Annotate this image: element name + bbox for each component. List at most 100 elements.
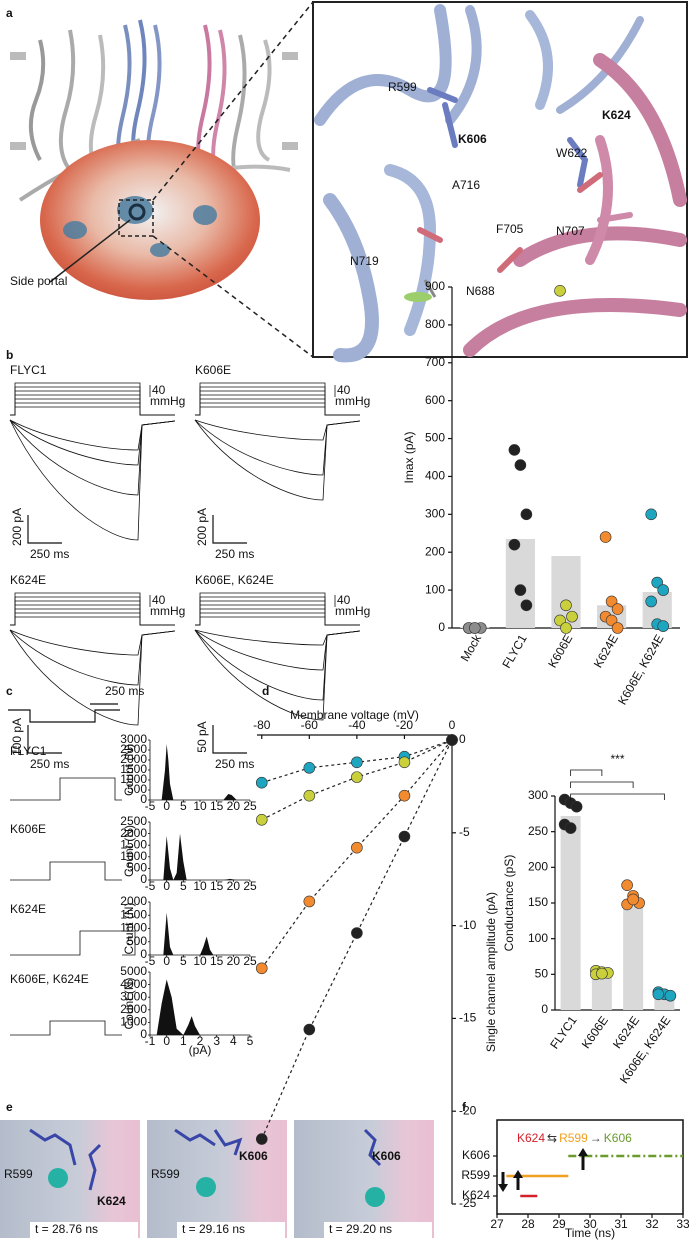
pointer-line bbox=[49, 219, 131, 283]
y-tick-label: 0 bbox=[459, 732, 466, 746]
trace-name: K624E bbox=[10, 573, 46, 587]
x-tick-label: -5 bbox=[145, 954, 156, 968]
current-trace bbox=[9, 419, 176, 541]
stimulus-line bbox=[10, 616, 175, 626]
snapshots bbox=[0, 1120, 434, 1238]
residue-label: F705 bbox=[496, 222, 524, 236]
y-tick-label: 2000 bbox=[120, 1002, 147, 1016]
histogram-area bbox=[163, 912, 214, 955]
x-tick-label: 20 bbox=[227, 799, 241, 813]
x-tick-label: 10 bbox=[193, 954, 207, 968]
x-tick-label: 3 bbox=[213, 1034, 220, 1048]
data-point bbox=[605, 595, 618, 608]
histogram-area bbox=[156, 979, 200, 1035]
y-tick-label: 700 bbox=[425, 355, 445, 369]
trace-name: K606E bbox=[195, 363, 231, 377]
y-tick-label: 300 bbox=[425, 507, 445, 521]
y-tick-label: 50 bbox=[535, 967, 549, 981]
scale-label: 250 ms bbox=[215, 547, 254, 561]
y-tick-label: 2000 bbox=[120, 894, 147, 908]
data-point bbox=[657, 584, 670, 596]
y-tick-label: 100 bbox=[528, 931, 548, 945]
y-tick-label: -15 bbox=[459, 1011, 477, 1025]
y-tick-label: 0 bbox=[140, 947, 147, 961]
x-tick-label: 15 bbox=[210, 799, 224, 813]
y-tick-label: 400 bbox=[425, 469, 445, 483]
scale-label: 250 ms bbox=[30, 757, 69, 771]
trace-name: K606E, K624E bbox=[10, 972, 89, 986]
x-tick-label: 0 bbox=[163, 879, 170, 893]
data-point bbox=[255, 962, 268, 975]
scale-label: mmHg bbox=[150, 394, 185, 408]
panel-label: c bbox=[6, 684, 13, 698]
x-tick-label: -5 bbox=[145, 879, 156, 893]
data-point bbox=[596, 967, 608, 980]
y-tick-label: 0 bbox=[140, 792, 147, 806]
zoom-line bbox=[152, 235, 314, 358]
scale-bar bbox=[212, 515, 247, 544]
y-tick-label: 2500 bbox=[120, 742, 147, 756]
x-tick-label: 5 bbox=[180, 954, 187, 968]
zoom-box bbox=[118, 199, 154, 237]
scale-label: 200 pA bbox=[10, 508, 24, 546]
data-point bbox=[554, 284, 566, 297]
portal-ring bbox=[128, 203, 146, 221]
panel-label: e bbox=[6, 1100, 13, 1114]
x-tick-label: K606E bbox=[579, 1014, 611, 1052]
data-point bbox=[520, 508, 533, 521]
y-tick-label: 1000 bbox=[120, 921, 147, 935]
membrane-marker bbox=[282, 142, 298, 150]
x-tick-label: K606E, K624E bbox=[615, 632, 666, 707]
y-tick-label: 150 bbox=[528, 895, 548, 909]
data-point bbox=[514, 584, 527, 596]
y-tick-label: -25 bbox=[459, 1196, 477, 1210]
data-point bbox=[611, 622, 624, 634]
x-tick-label: 25 bbox=[243, 954, 257, 968]
iv-line bbox=[261, 739, 453, 969]
snapshot bbox=[0, 1120, 140, 1238]
x-tick-label: 0 bbox=[449, 718, 456, 732]
residue-label: N719 bbox=[350, 254, 379, 268]
arrow-head bbox=[578, 1148, 588, 1156]
stimulus-line bbox=[195, 616, 360, 626]
y-tick-label: 1000 bbox=[120, 1015, 147, 1029]
scale-bar bbox=[27, 515, 62, 544]
positive-patches bbox=[63, 196, 217, 257]
data-point bbox=[351, 771, 363, 783]
data-point bbox=[645, 508, 658, 521]
y-tick-label: 1500 bbox=[120, 837, 147, 851]
current-trace bbox=[194, 419, 361, 501]
time-label-bg bbox=[177, 1222, 285, 1238]
x-tick-label: 0 bbox=[163, 954, 170, 968]
chart-title: K624 ⇆ R599 → K606 bbox=[517, 1131, 632, 1145]
title-part: K606 bbox=[604, 1131, 632, 1145]
title-part: R599 bbox=[559, 1131, 588, 1145]
current-trace bbox=[9, 419, 176, 466]
data-point bbox=[560, 599, 572, 612]
current-trace bbox=[9, 419, 176, 496]
time-label: t = 29.16 ns bbox=[182, 1222, 245, 1236]
trace-name: K606E bbox=[10, 822, 46, 836]
data-point bbox=[652, 988, 665, 1001]
current-trace bbox=[194, 629, 361, 721]
data-point bbox=[664, 989, 677, 1002]
y-axis-label: Imax (pA) bbox=[402, 431, 416, 483]
time-label: t = 29.20 ns bbox=[329, 1222, 392, 1236]
iv-line bbox=[261, 739, 453, 1140]
y-tick-label: -5 bbox=[459, 825, 470, 839]
y-tick-label: 5000 bbox=[120, 964, 147, 978]
data-point bbox=[657, 620, 670, 632]
y-tick-label: 1000 bbox=[120, 849, 147, 863]
y-tick-label: 0 bbox=[140, 872, 147, 886]
current-trace bbox=[194, 629, 361, 646]
current-trace bbox=[9, 629, 176, 686]
significance-bracket bbox=[570, 781, 634, 788]
y-tick-label: -20 bbox=[459, 1103, 477, 1117]
title-part: K624 bbox=[517, 1131, 545, 1145]
data-point bbox=[627, 893, 639, 906]
data-point bbox=[351, 927, 363, 939]
stimulus-trace bbox=[8, 709, 120, 723]
y-tick-label: 0 bbox=[541, 1002, 548, 1016]
